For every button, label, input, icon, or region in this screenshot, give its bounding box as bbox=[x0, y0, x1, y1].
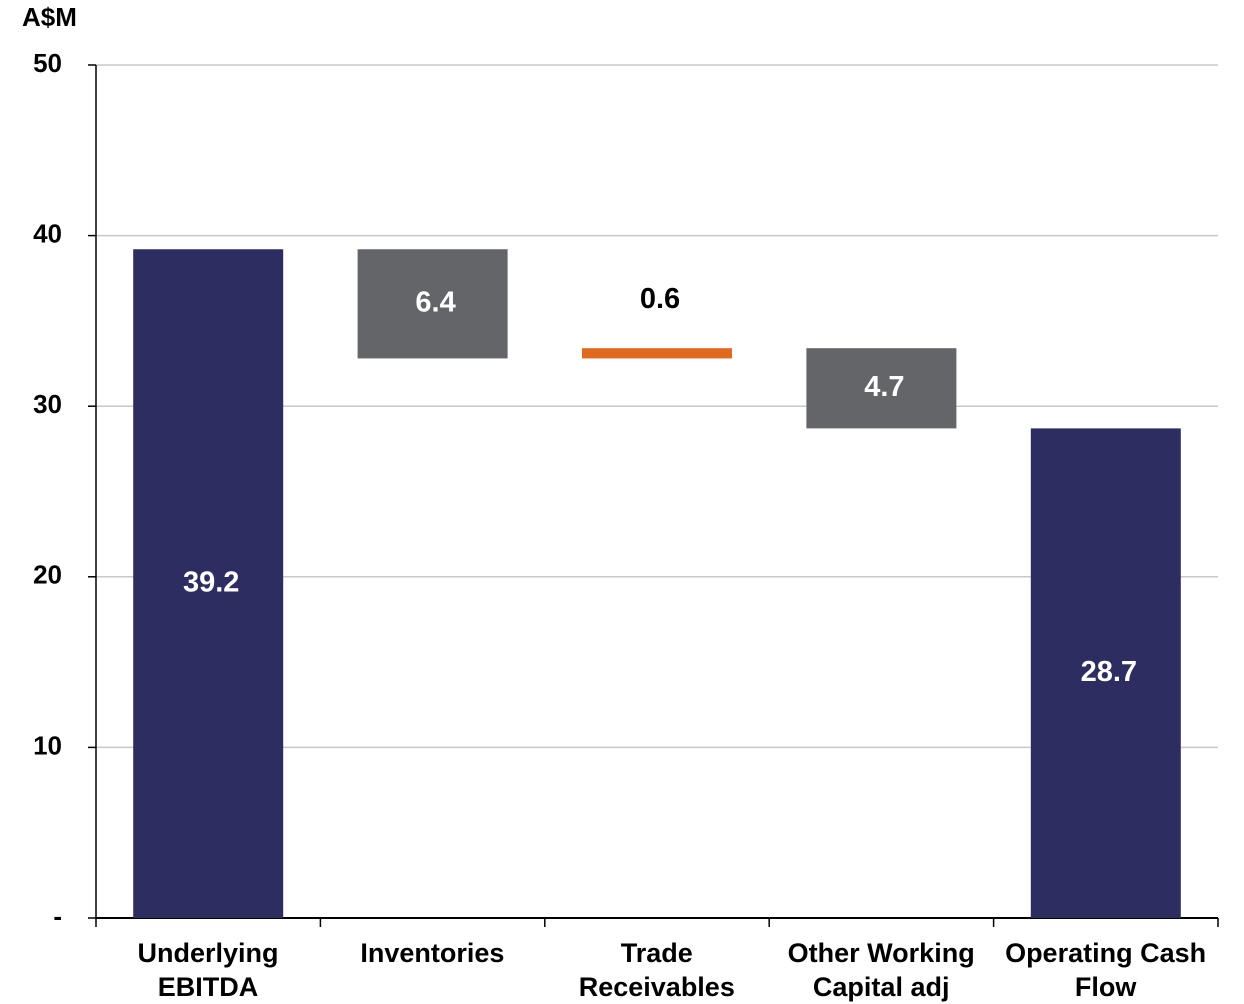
y-tick-label: 40 bbox=[33, 218, 62, 248]
data-label: 0.6 bbox=[640, 283, 680, 315]
bar bbox=[357, 249, 508, 359]
x-tick-label: Trade Receivables bbox=[578, 938, 735, 1002]
y-tick-label: 50 bbox=[33, 48, 62, 78]
bar bbox=[1030, 428, 1181, 918]
data-label: 39.2 bbox=[183, 566, 239, 598]
x-tick-label: Other Working Capital adj bbox=[787, 938, 975, 1002]
bar bbox=[806, 348, 957, 429]
y-tick-label: 30 bbox=[33, 389, 62, 419]
y-tick-label: 20 bbox=[33, 560, 62, 590]
y-axis-label: A$M bbox=[22, 2, 77, 32]
x-tick-label: Operating Cash Flow bbox=[1005, 938, 1207, 1002]
bar bbox=[582, 348, 732, 359]
data-label: 28.7 bbox=[1081, 656, 1137, 688]
data-label: 4.7 bbox=[864, 371, 904, 403]
y-tick-label: 10 bbox=[33, 730, 62, 760]
y-tick-label: - bbox=[53, 901, 62, 931]
bar bbox=[133, 249, 284, 919]
data-label: 6.4 bbox=[415, 286, 455, 318]
x-tick-label: Inventories bbox=[360, 938, 505, 968]
x-tick-label: Underlying EBITDA bbox=[137, 938, 279, 1002]
